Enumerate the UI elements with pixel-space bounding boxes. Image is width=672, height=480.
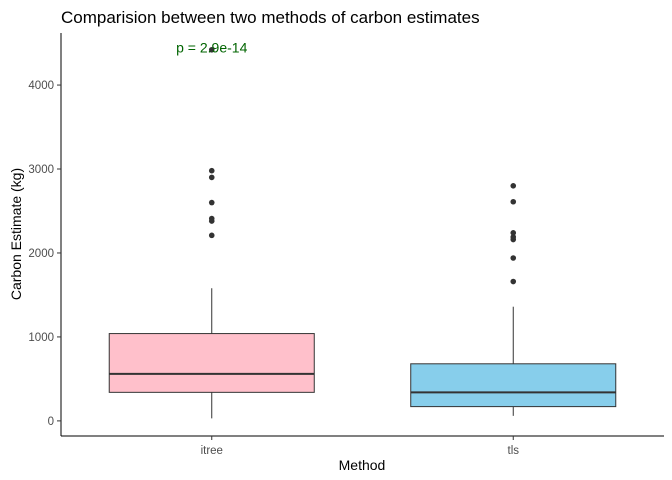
y-tick-label: 1000 — [28, 332, 54, 344]
outlier-point — [510, 234, 517, 240]
outlier-point — [208, 215, 215, 222]
outlier-point — [510, 198, 517, 205]
outlier-point — [510, 278, 517, 285]
outlier-point — [208, 174, 215, 181]
outlier-point — [510, 183, 517, 189]
x-axis-ticks: itree tls — [201, 436, 520, 457]
x-axis-title: Method — [339, 457, 386, 473]
outlier-point — [208, 167, 215, 174]
y-tick-label: 2000 — [28, 248, 54, 260]
outlier-point — [510, 230, 517, 236]
box-tls — [410, 183, 617, 416]
box-body — [410, 363, 617, 408]
y-tick-label: 4000 — [28, 80, 54, 92]
y-tick-label: 0 — [48, 416, 54, 428]
plot-area: p = 2.9e-14 — [108, 39, 617, 419]
x-tick-label: tls — [508, 445, 520, 457]
y-axis-ticks: 0 1000 2000 3000 4000 — [28, 80, 61, 428]
chart-title: Comparision between two methods of carbo… — [61, 8, 480, 27]
p-value-annotation: p = 2.9e-14 — [176, 39, 247, 55]
outlier-point — [208, 46, 215, 53]
outlier-point — [208, 232, 215, 239]
outlier-point — [510, 255, 517, 261]
box-body — [108, 333, 315, 393]
outlier-point — [208, 199, 215, 206]
y-axis-title: Carbon Estimate (kg) — [8, 168, 24, 300]
box-itree — [108, 46, 315, 419]
x-tick-label: itree — [201, 445, 223, 457]
y-tick-label: 3000 — [28, 164, 54, 176]
